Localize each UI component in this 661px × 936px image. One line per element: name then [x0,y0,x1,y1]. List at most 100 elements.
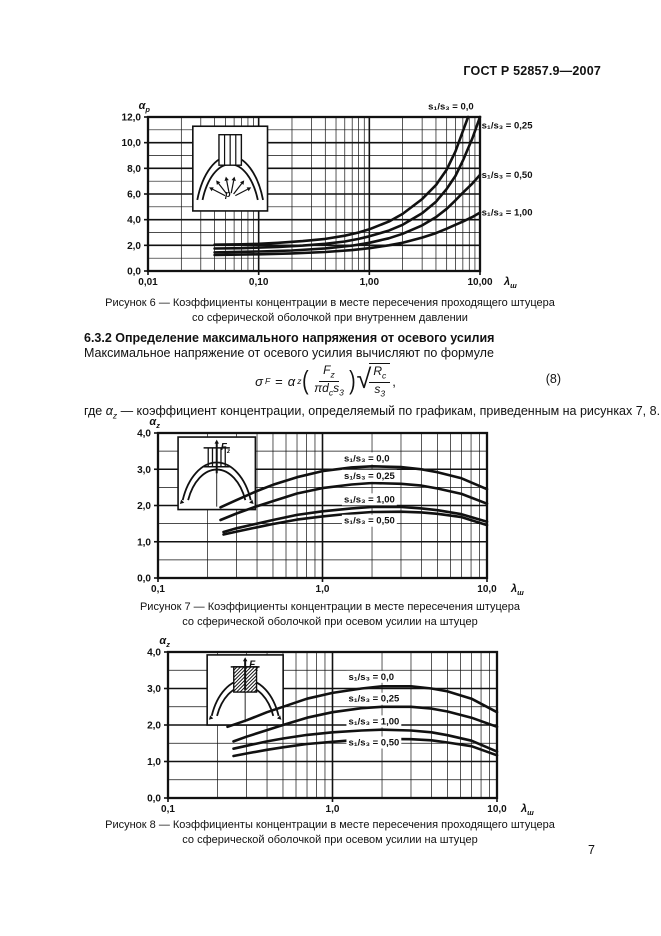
y-tick-label: 8,0 [127,164,141,175]
y-tick-label: 3,0 [147,684,161,695]
series-label: s₁/s₃ = 1,00 [482,208,533,219]
formula-fraction: Fz πdcs3 [310,363,348,397]
y-axis-label: αz [159,635,170,649]
series-curve-1 [219,481,489,522]
series-label: s₁/s₃ = 1,00 [348,716,399,727]
x-tick-label: 1,0 [326,804,340,815]
figure7-chart: 0,1 1,0 10,0 0,0 1,0 2,0 3,0 4,0αz λш Fz s₁/s₃ = 0… [137,418,524,597]
y-tick-label: 4,0 [147,648,161,659]
through-nozzle-axial-force-icon: Fz [206,654,284,726]
formula-sigma: σ [255,373,263,389]
figure8-caption: Рисунок 8 — Коэффициенты концентрации в … [70,818,590,849]
series-label: s₁/s₃ = 0,50 [482,170,533,181]
formula-alpha-sub: z [297,376,302,386]
y-tick-label: 1,0 [147,757,161,768]
radical-sign: √ [356,363,372,394]
formula-comma: , [392,373,396,389]
x-axis-label: λш [520,803,534,817]
y-tick-label: 2,0 [137,501,151,512]
y-tick-label: 0,0 [147,794,161,805]
through-nozzle-pressure-icon: p [192,125,269,212]
where-alpha: α [105,404,113,418]
frac-den-s: s [333,380,340,395]
root-num-sub: c [381,370,387,381]
frac-den-sub-3: 3 [339,386,344,397]
where-prefix: где [84,404,106,418]
x-tick-label: 0,1 [151,584,165,595]
root-den: s [374,381,381,396]
x-tick-label: 1,00 [360,277,380,288]
caption-line: Рисунок 8 — Коэффициенты концентрации в … [105,819,555,831]
root-fraction: Rc s3 [369,363,391,398]
series-curve-3 [222,510,489,536]
x-tick-label: 0,1 [161,804,175,815]
series-label: s₁/s₃ = 0,0 [344,453,390,464]
nozzle-on-sphere-axial-force-icon: Fz [177,436,257,511]
y-tick-label: 12,0 [122,113,142,124]
y-tick-label: 0,0 [137,574,151,585]
document-header: ГОСТ Р 52857.9—2007 [463,64,601,78]
caption-line: со сферической оболочкой при внутреннем … [192,312,468,325]
paren-open: ( [302,364,310,395]
series-label: s₁/s₃ = 0,25 [344,471,396,482]
frac-den: πd [314,380,329,395]
paren-close: ) [348,364,356,395]
series-curve-0 [213,115,470,246]
series-curve-1 [232,705,499,743]
formula-equals: = [275,373,283,389]
where-rest: — коэффициент концентрации, определяемый… [117,404,661,418]
series-label: s₁/s₃ = 0,25 [482,120,534,131]
frac-den-sub-c: c [328,386,334,397]
series-curve-2 [213,173,482,254]
formula-sigma-sub: F [264,376,271,386]
section-intro: Максимальное напряжение от осевого усили… [84,346,494,360]
x-tick-label: 1,0 [316,584,330,595]
figure6-chart: 0,01 0,10 1,00 10,00 0,0 2,0 4,0 6,0 8,0 10,0 12,0… [122,100,534,290]
where-alpha-sub: z [112,410,118,421]
y-tick-label: 3,0 [137,465,151,476]
x-tick-label: 0,01 [138,277,158,288]
section-heading: 6.3.2 Определение максимального напряжен… [84,331,495,345]
figure8-chart: 0,1 1,0 10,0 0,0 1,0 2,0 3,0 4,0αz λш Fz s₁/s₃ = 0… [147,635,534,817]
y-axis-label: αp [139,100,151,114]
series-curve-1 [213,115,482,250]
force-label: Fz [221,442,231,455]
where-clause: где αz — коэффициент концентрации, опред… [84,404,660,421]
x-tick-label: 0,10 [249,277,269,288]
series-label: s₁/s₃ = 0,50 [348,738,399,749]
x-axis-label: λш [510,583,524,597]
caption-line: со сферической оболочкой при осевом усил… [182,834,478,847]
caption-line: со сферической оболочкой при осевом усил… [182,616,478,629]
y-tick-label: 1,0 [137,537,151,548]
y-tick-label: 6,0 [127,190,141,201]
figure6-caption: Рисунок 6 — Коэффициенты концентрации в … [70,296,590,327]
y-tick-label: 4,0 [137,429,151,440]
series-label: s₁/s₃ = 0,25 [348,694,400,705]
page-number: 7 [588,843,595,857]
series-label: s₁/s₃ = 0,0 [428,102,474,113]
root-num: R [373,364,382,379]
pressure-label: p [224,189,231,199]
force-label: Fz [249,660,259,673]
y-tick-label: 10,0 [122,138,142,149]
figure7-caption: Рисунок 7 — Коэффициенты концентрации в … [70,600,590,631]
y-axis-label: αz [149,418,160,430]
y-tick-label: 2,0 [147,721,161,732]
y-tick-label: 4,0 [127,215,141,226]
equation-number: (8) [545,372,561,386]
formula-alpha: α [287,373,296,389]
x-tick-label: 10,00 [467,277,492,288]
series-label: s₁/s₃ = 0,50 [344,516,395,527]
caption-line: Рисунок 6 — Коэффициенты концентрации в … [105,297,555,309]
root-den-sub: 3 [380,387,386,398]
series-curve-0 [219,465,489,509]
y-tick-label: 2,0 [127,241,141,252]
series-curve-2 [232,728,499,753]
frac-num: F [323,363,331,378]
x-tick-label: 10,0 [477,584,497,595]
y-tick-label: 0,0 [127,267,141,278]
caption-line: Рисунок 7 — Коэффициенты концентрации в … [139,601,521,613]
